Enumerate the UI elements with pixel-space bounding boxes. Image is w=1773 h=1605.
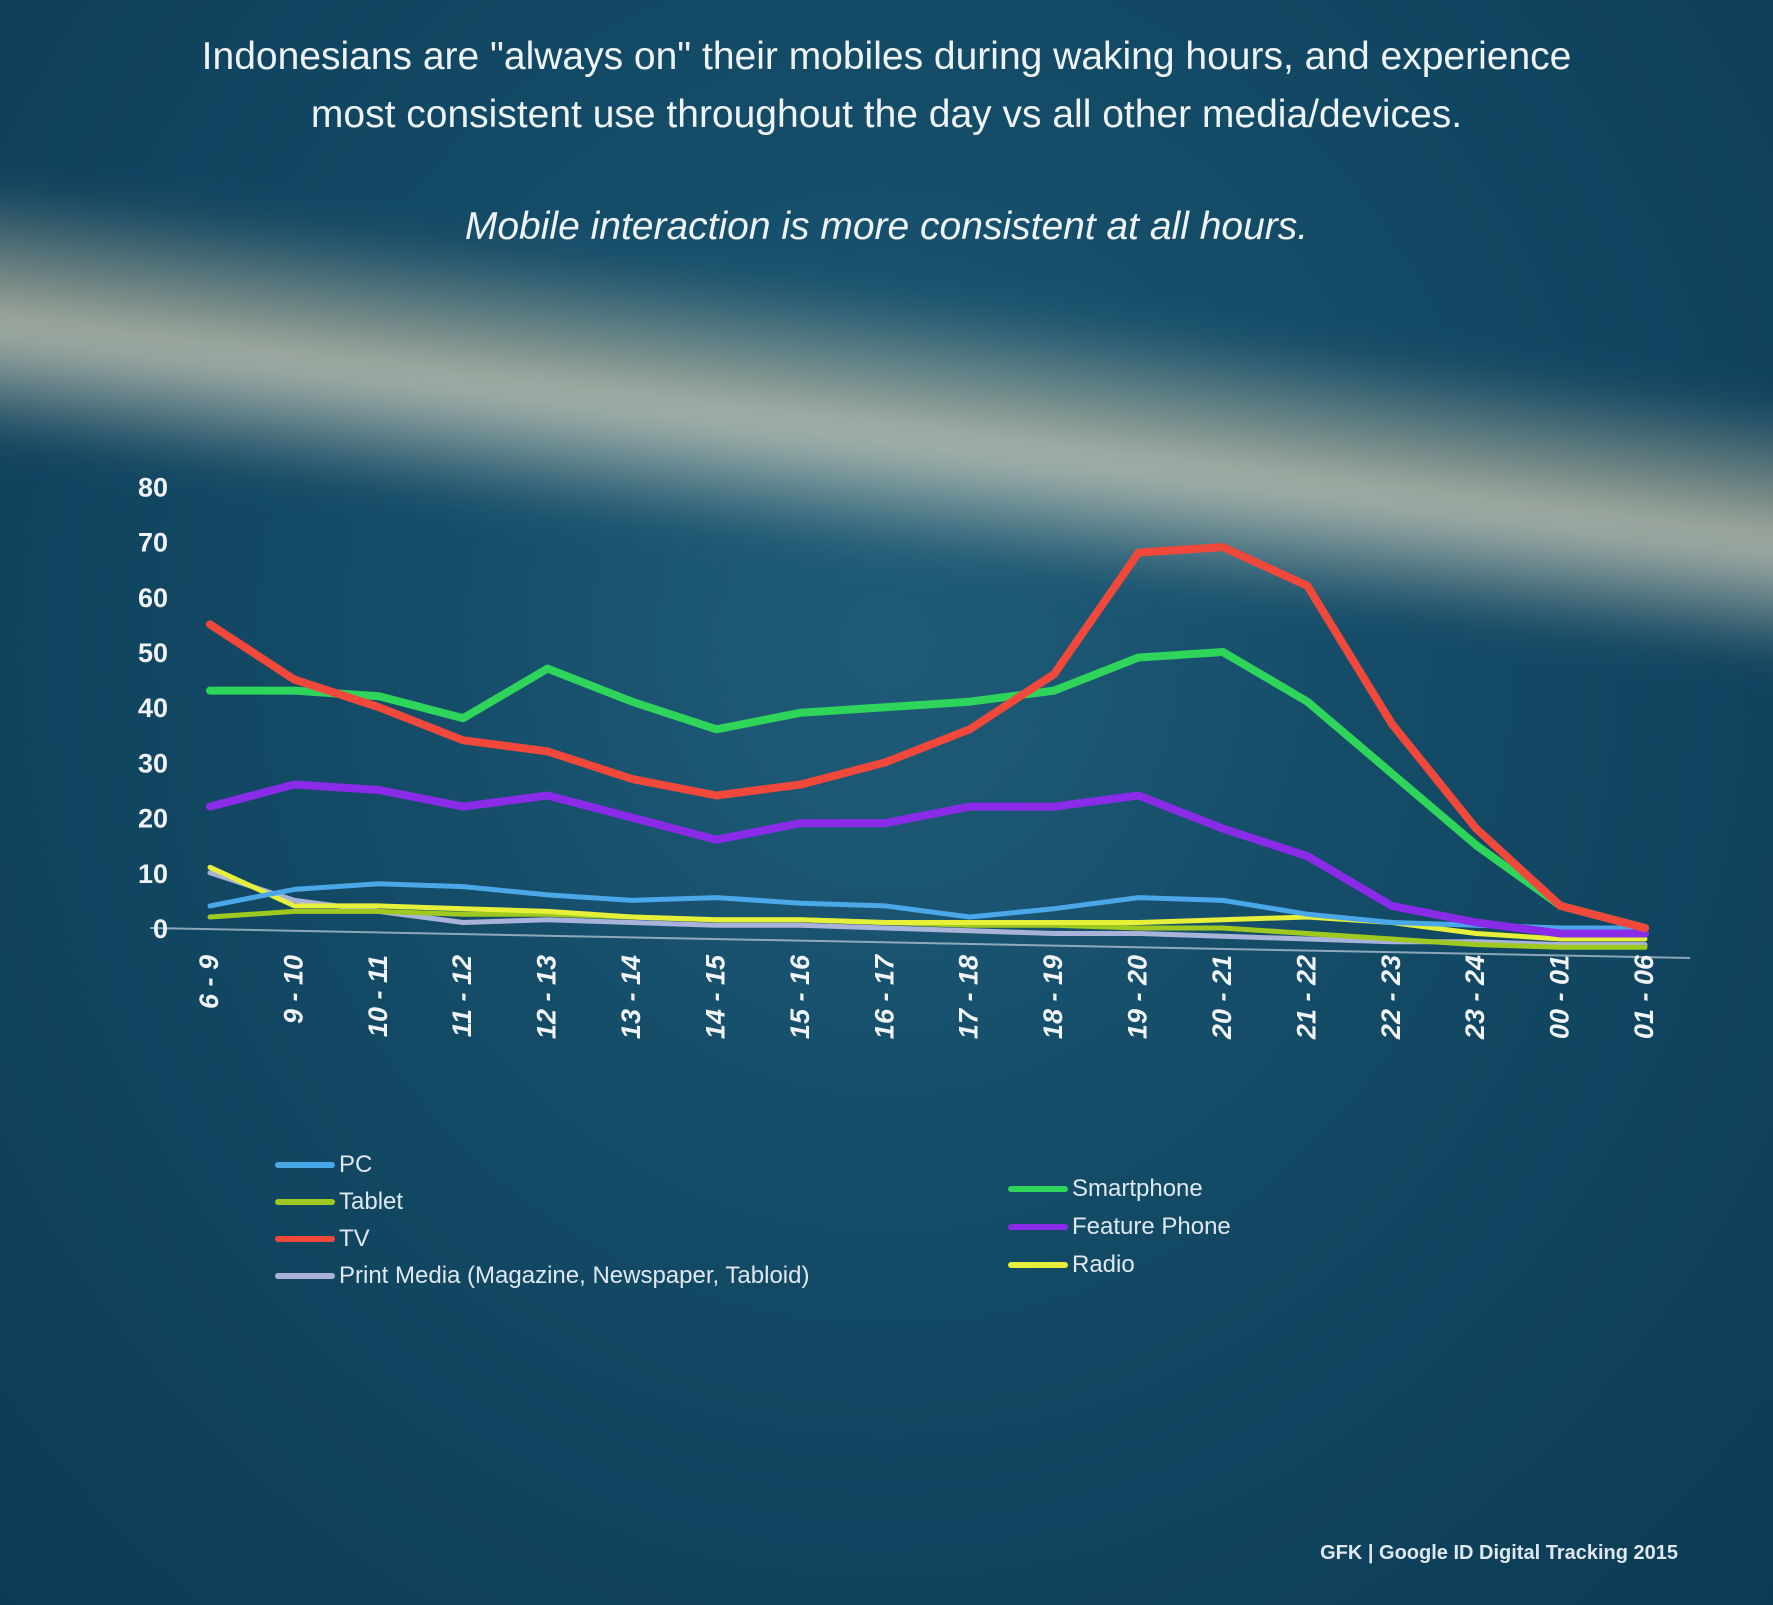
y-tick-label: 20 (138, 804, 168, 834)
x-tick-label: 01 - 06 (1629, 954, 1659, 1039)
x-tick-label: 13 - 14 (616, 955, 646, 1039)
x-tick-label: 22 - 23 (1376, 955, 1406, 1040)
y-tick-label: 60 (138, 583, 168, 613)
y-tick-label: 0 (153, 914, 168, 944)
series-lines (206, 543, 1649, 950)
x-tick-label: 00 - 01 (1545, 955, 1575, 1039)
y-tick-label: 80 (138, 472, 168, 502)
y-tick-label: 70 (138, 528, 168, 558)
x-tick-label: 12 - 13 (532, 955, 562, 1039)
axes (149, 927, 1691, 959)
y-tick-label: 30 (138, 748, 168, 778)
y-tick-label: 10 (138, 859, 168, 889)
tick-labels: 0 10 20 30 40 50 60 70 80 6 - 9 9 - 10 10 - 11 11 - … (138, 472, 1659, 1040)
x-tick-label: 14 - 15 (700, 954, 730, 1039)
title-line-2: most consistent use throughout the day v… (310, 93, 1463, 136)
source-note: GFK | Google ID Digital Tracking 2015 (1320, 1542, 1678, 1564)
x-tick-label: 11 - 12 (447, 955, 477, 1037)
x-tick-label: 20 - 21 (1207, 955, 1237, 1040)
x-tick-label: 19 - 20 (1123, 955, 1153, 1039)
x-tick-label: 18 - 19 (1038, 955, 1068, 1039)
series-line-feature (206, 780, 1649, 938)
series-line-smartphone (206, 648, 1649, 932)
series-line-tv (206, 543, 1649, 932)
x-tick-label: 15 - 16 (785, 954, 815, 1039)
title-line-1: Indonesians are "always on" their mobile… (201, 35, 1572, 78)
x-tick-label: 10 - 11 (363, 955, 393, 1037)
x-tick-label: 16 - 17 (869, 953, 899, 1039)
x-tick-label: 6 - 9 (194, 955, 224, 1009)
x-tick-label: 17 - 18 (954, 955, 984, 1039)
x-axis-line (149, 927, 1691, 959)
y-tick-label: 50 (138, 638, 168, 668)
x-tick-label: 9 - 10 (278, 955, 308, 1024)
y-tick-label: 40 (138, 693, 168, 723)
slide-subtitle: Mobile interaction is more consistent at… (464, 205, 1309, 248)
x-tick-label: 23 - 24 (1460, 955, 1490, 1040)
series-line-pc (207, 881, 1648, 931)
slide-title: Indonesians are "always on" their mobile… (60, 28, 1713, 144)
x-tick-label: 21 - 22 (1291, 955, 1321, 1040)
